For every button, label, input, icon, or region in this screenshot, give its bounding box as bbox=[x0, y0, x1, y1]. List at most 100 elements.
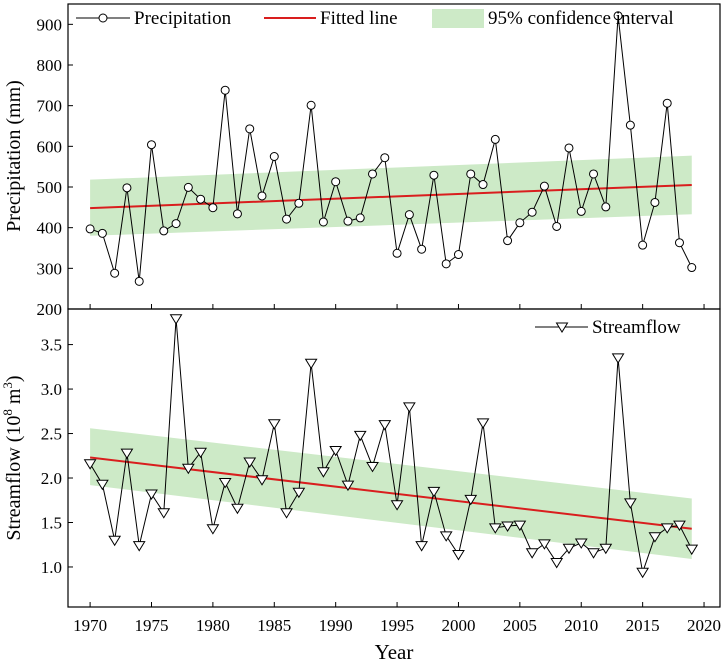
top-y-tick-label-200: 200 bbox=[37, 300, 63, 319]
precipitation-point-1980 bbox=[208, 203, 218, 213]
precipitation-point-2006 bbox=[527, 207, 537, 217]
streamflow-point-2012 bbox=[599, 543, 613, 555]
precipitation-point-1995 bbox=[392, 248, 402, 258]
x-tick-label-1975: 1975 bbox=[134, 616, 168, 635]
streamflow-point-1994 bbox=[378, 420, 392, 431]
precipitation-point-2013 bbox=[613, 11, 623, 21]
streamflow-point-1971 bbox=[95, 479, 109, 491]
top-y-tick-label-900: 900 bbox=[37, 15, 63, 34]
precipitation-point-1989 bbox=[318, 217, 328, 227]
precipitation-point-2010 bbox=[576, 206, 586, 216]
streamflow-point-2018 bbox=[673, 520, 686, 532]
streamflow-point-1998 bbox=[427, 486, 441, 498]
top-y-tick-label-800: 800 bbox=[37, 56, 63, 75]
bottom-y-axis-label-main: Streamflow (10 bbox=[3, 416, 25, 541]
streamflow-point-1970 bbox=[83, 459, 97, 470]
streamflow-point-1983 bbox=[243, 457, 257, 468]
bottom-y-axis-label-exp2: 3 bbox=[0, 382, 15, 389]
precipitation-point-1971 bbox=[97, 228, 107, 238]
precipitation-point-1979 bbox=[196, 194, 206, 204]
streamflow-point-2005 bbox=[513, 520, 527, 532]
streamflow-point-1978 bbox=[181, 463, 195, 475]
streamflow-point-1980 bbox=[206, 524, 220, 535]
streamflow-point-1982 bbox=[231, 503, 244, 515]
precipitation-point-1981 bbox=[220, 85, 230, 95]
top-y-axis-ticks: 200 300 400 500 600 700 800 900 bbox=[37, 15, 73, 319]
precipitation-point-1998 bbox=[429, 170, 439, 180]
x-tick-label-2010: 2010 bbox=[564, 616, 598, 635]
streamflow-point-1992 bbox=[353, 430, 367, 442]
streamflow-point-2011 bbox=[587, 548, 600, 559]
legend-streamflow-label: Streamflow bbox=[592, 317, 681, 338]
streamflow-point-1997 bbox=[415, 541, 429, 552]
precipitation-point-1973 bbox=[122, 183, 132, 193]
bottom-y-axis-label-exp1: 8 bbox=[0, 409, 15, 416]
bottom-legend: Streamflow bbox=[535, 317, 681, 338]
streamflow-point-1988 bbox=[304, 358, 318, 370]
bottom-plot-frame bbox=[67, 308, 721, 608]
precipitation-point-2011 bbox=[589, 169, 599, 179]
streamflow-point-1986 bbox=[280, 508, 293, 519]
streamflow-point-2014 bbox=[623, 498, 637, 509]
precipitation-point-1970 bbox=[85, 224, 95, 234]
streamflow-point-1981 bbox=[218, 477, 232, 489]
streamflow-point-2000 bbox=[452, 550, 465, 561]
x-axis-tick-labels: 1970 1975 1980 1985 1990 1995 2000 2005 2010 2015… bbox=[73, 616, 721, 635]
precipitation-point-1990 bbox=[331, 177, 341, 187]
precipitation-point-1983 bbox=[245, 124, 255, 134]
streamflow-point-2010 bbox=[574, 538, 588, 549]
streamflow-point-1999 bbox=[439, 531, 453, 542]
precipitation-point-1991 bbox=[343, 216, 353, 226]
top-fitted-line bbox=[90, 183, 692, 210]
precipitation-point-2018 bbox=[674, 238, 684, 248]
top-y-tick-label-700: 700 bbox=[37, 97, 63, 116]
legend-streamflow-marker-icon bbox=[555, 322, 569, 333]
bottom-y-axis-label-close: ) bbox=[3, 375, 25, 382]
precipitation-point-1994 bbox=[380, 153, 390, 163]
top-y-axis-label: Precipitation (mm) bbox=[3, 80, 25, 232]
precipitation-point-2005 bbox=[515, 218, 525, 228]
legend-confidence-band-icon bbox=[432, 9, 484, 28]
streamflow-point-2002 bbox=[476, 418, 490, 429]
precipitation-point-1975 bbox=[146, 140, 156, 150]
top-x-axis-ticks bbox=[89, 304, 705, 309]
precipitation-point-1986 bbox=[282, 214, 292, 224]
precipitation-point-1977 bbox=[171, 219, 181, 229]
top-panel: 200 300 400 500 600 700 800 900 Precipitation (… bbox=[3, 3, 721, 319]
streamflow-point-1987 bbox=[292, 487, 306, 499]
precipitation-point-2002 bbox=[478, 180, 488, 190]
bot-y-tick-label-2: 2.0 bbox=[41, 469, 62, 488]
x-tick-label-2015: 2015 bbox=[626, 616, 660, 635]
precipitation-point-1985 bbox=[269, 152, 279, 161]
precipitation-point-1996 bbox=[404, 210, 414, 220]
streamflow-point-1974 bbox=[132, 541, 146, 552]
streamflow-point-1991 bbox=[341, 480, 355, 492]
streamflow-point-2019 bbox=[685, 544, 699, 556]
streamflow-point-1996 bbox=[402, 402, 416, 413]
streamflow-point-2009 bbox=[562, 543, 576, 555]
legend-fitted-line-label: Fitted line bbox=[320, 8, 398, 29]
streamflow-point-1984 bbox=[255, 475, 269, 486]
x-tick-label-2020: 2020 bbox=[687, 616, 721, 635]
precipitation-point-1976 bbox=[159, 226, 169, 236]
precipitation-point-2019 bbox=[687, 263, 697, 273]
precipitation-point-2001 bbox=[466, 169, 476, 179]
precipitation-point-1999 bbox=[441, 259, 451, 269]
top-precipitation-series-layer bbox=[85, 11, 697, 286]
precipitation-point-2004 bbox=[503, 236, 513, 246]
x-tick-label-1990: 1990 bbox=[319, 616, 353, 635]
streamflow-point-2017 bbox=[660, 523, 674, 534]
x-tick-label-1980: 1980 bbox=[196, 616, 230, 635]
streamflow-point-1976 bbox=[157, 508, 171, 519]
precipitation-point-2008 bbox=[552, 221, 562, 231]
legend-precipitation-marker-icon bbox=[98, 13, 108, 23]
precipitation-point-1997 bbox=[417, 244, 427, 254]
top-y-tick-label-300: 300 bbox=[37, 259, 63, 278]
x-tick-label-1985: 1985 bbox=[257, 616, 291, 635]
precipitation-point-1984 bbox=[257, 191, 267, 201]
precipitation-point-1993 bbox=[368, 169, 378, 179]
precipitation-point-2014 bbox=[625, 120, 635, 130]
precipitation-point-1974 bbox=[134, 276, 144, 286]
legend-confidence-label: 95% confidence interval bbox=[488, 8, 674, 29]
